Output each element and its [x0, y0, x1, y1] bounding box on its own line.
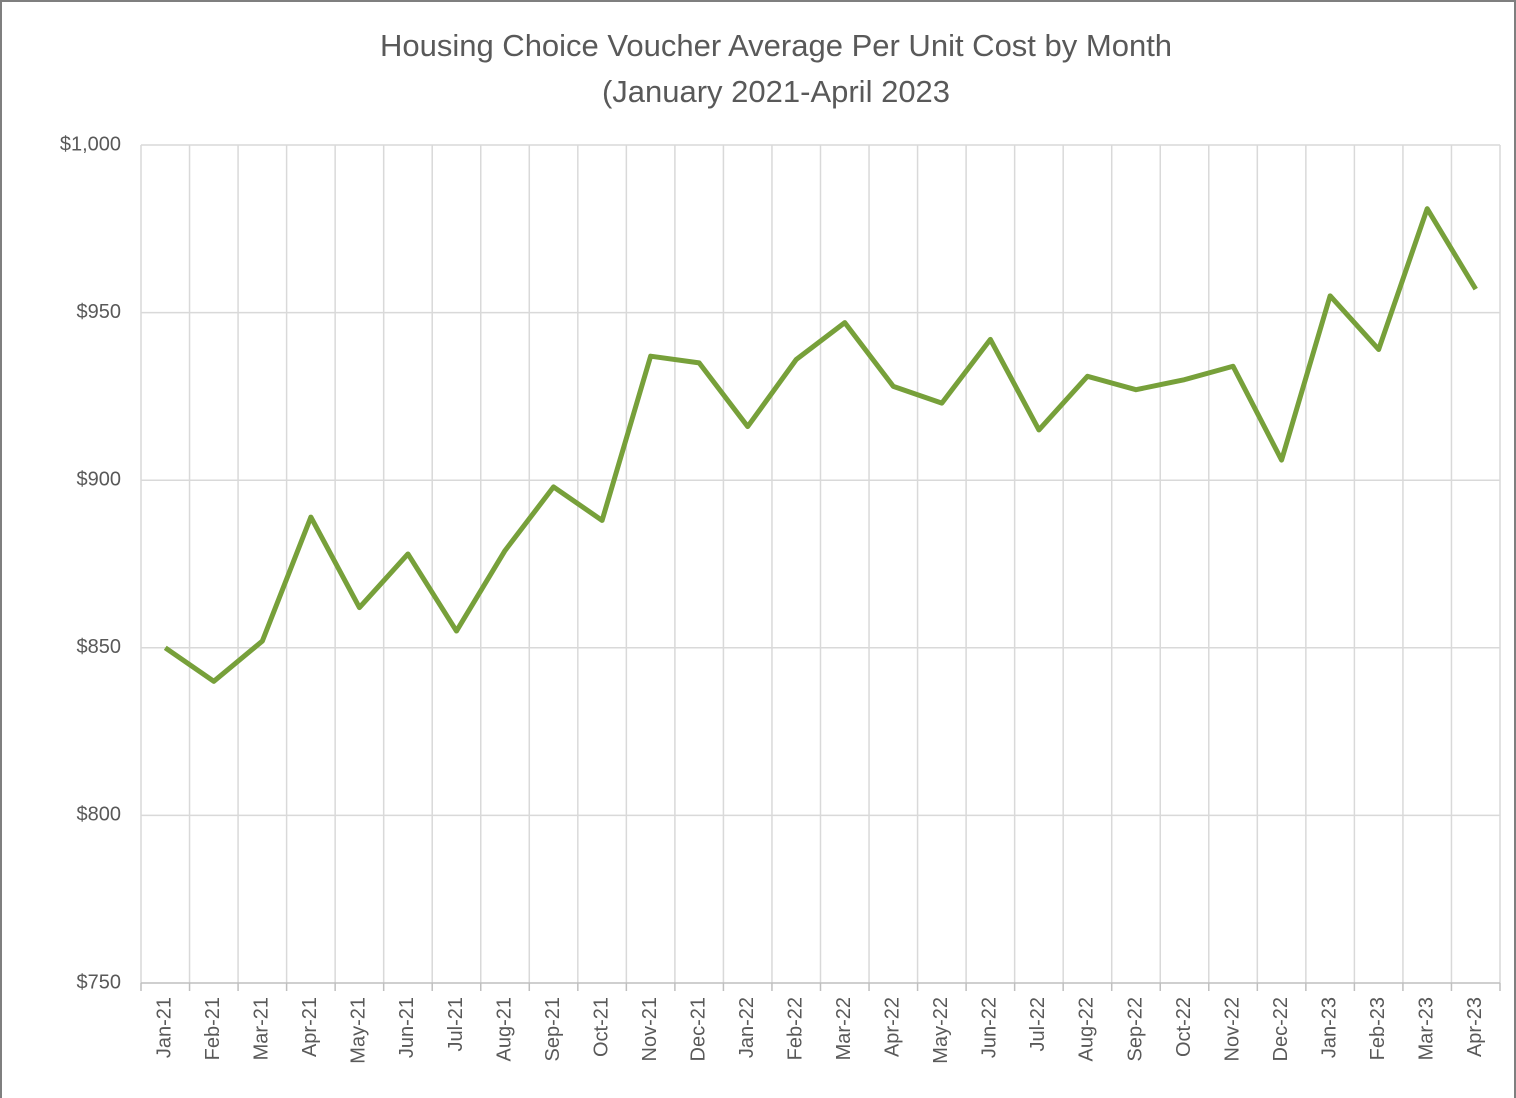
x-tick-label: Oct-22 [1173, 997, 1195, 1057]
x-tick-label: May-21 [348, 997, 370, 1064]
x-tick-label: Sep-21 [542, 997, 564, 1062]
y-tick-label: $1,000 [60, 133, 121, 155]
x-tick-label: Mar-21 [251, 997, 273, 1060]
x-tick-label: May-22 [930, 997, 952, 1064]
x-tick-label: Feb-21 [202, 997, 224, 1060]
x-tick-label: Dec-22 [1270, 997, 1292, 1061]
x-tick-label: Aug-22 [1076, 997, 1098, 1062]
chart-title: Housing Choice Voucher Average Per Unit … [380, 28, 1172, 63]
x-tick-label: Apr-22 [882, 997, 904, 1057]
y-tick-label: $950 [77, 301, 122, 323]
x-tick-label: Feb-23 [1367, 997, 1389, 1060]
y-tick-label: $850 [77, 636, 122, 658]
x-tick-label: Feb-22 [785, 997, 807, 1060]
chart-title: (January 2021-April 2023 [602, 74, 950, 109]
y-tick-label: $900 [77, 468, 122, 490]
x-tick-label: Jul-22 [1027, 997, 1049, 1051]
x-tick-label: Mar-23 [1415, 997, 1437, 1060]
x-tick-label: Apr-21 [299, 997, 321, 1057]
x-tick-label: Aug-21 [493, 997, 515, 1062]
x-tick-label: Apr-23 [1464, 997, 1486, 1057]
line-series [163, 206, 1478, 684]
x-tick-label: Jun-21 [396, 997, 418, 1058]
y-tick-label: $800 [77, 804, 122, 826]
x-tick-label: Jan-23 [1318, 997, 1340, 1058]
x-tick-label: Jan-22 [736, 997, 758, 1058]
x-tick-label: Jun-22 [979, 997, 1001, 1058]
x-tick-label: Oct-21 [590, 997, 612, 1057]
x-tick-label: Jan-21 [154, 997, 176, 1058]
x-tick-label: Sep-22 [1124, 997, 1146, 1062]
y-tick-label: $750 [77, 971, 122, 993]
x-tick-label: Mar-22 [833, 997, 855, 1060]
x-tick-label: Nov-22 [1221, 997, 1243, 1061]
x-tick-label: Dec-21 [687, 997, 709, 1061]
x-tick-label: Nov-21 [639, 997, 661, 1061]
x-tick-label: Jul-21 [445, 997, 467, 1051]
